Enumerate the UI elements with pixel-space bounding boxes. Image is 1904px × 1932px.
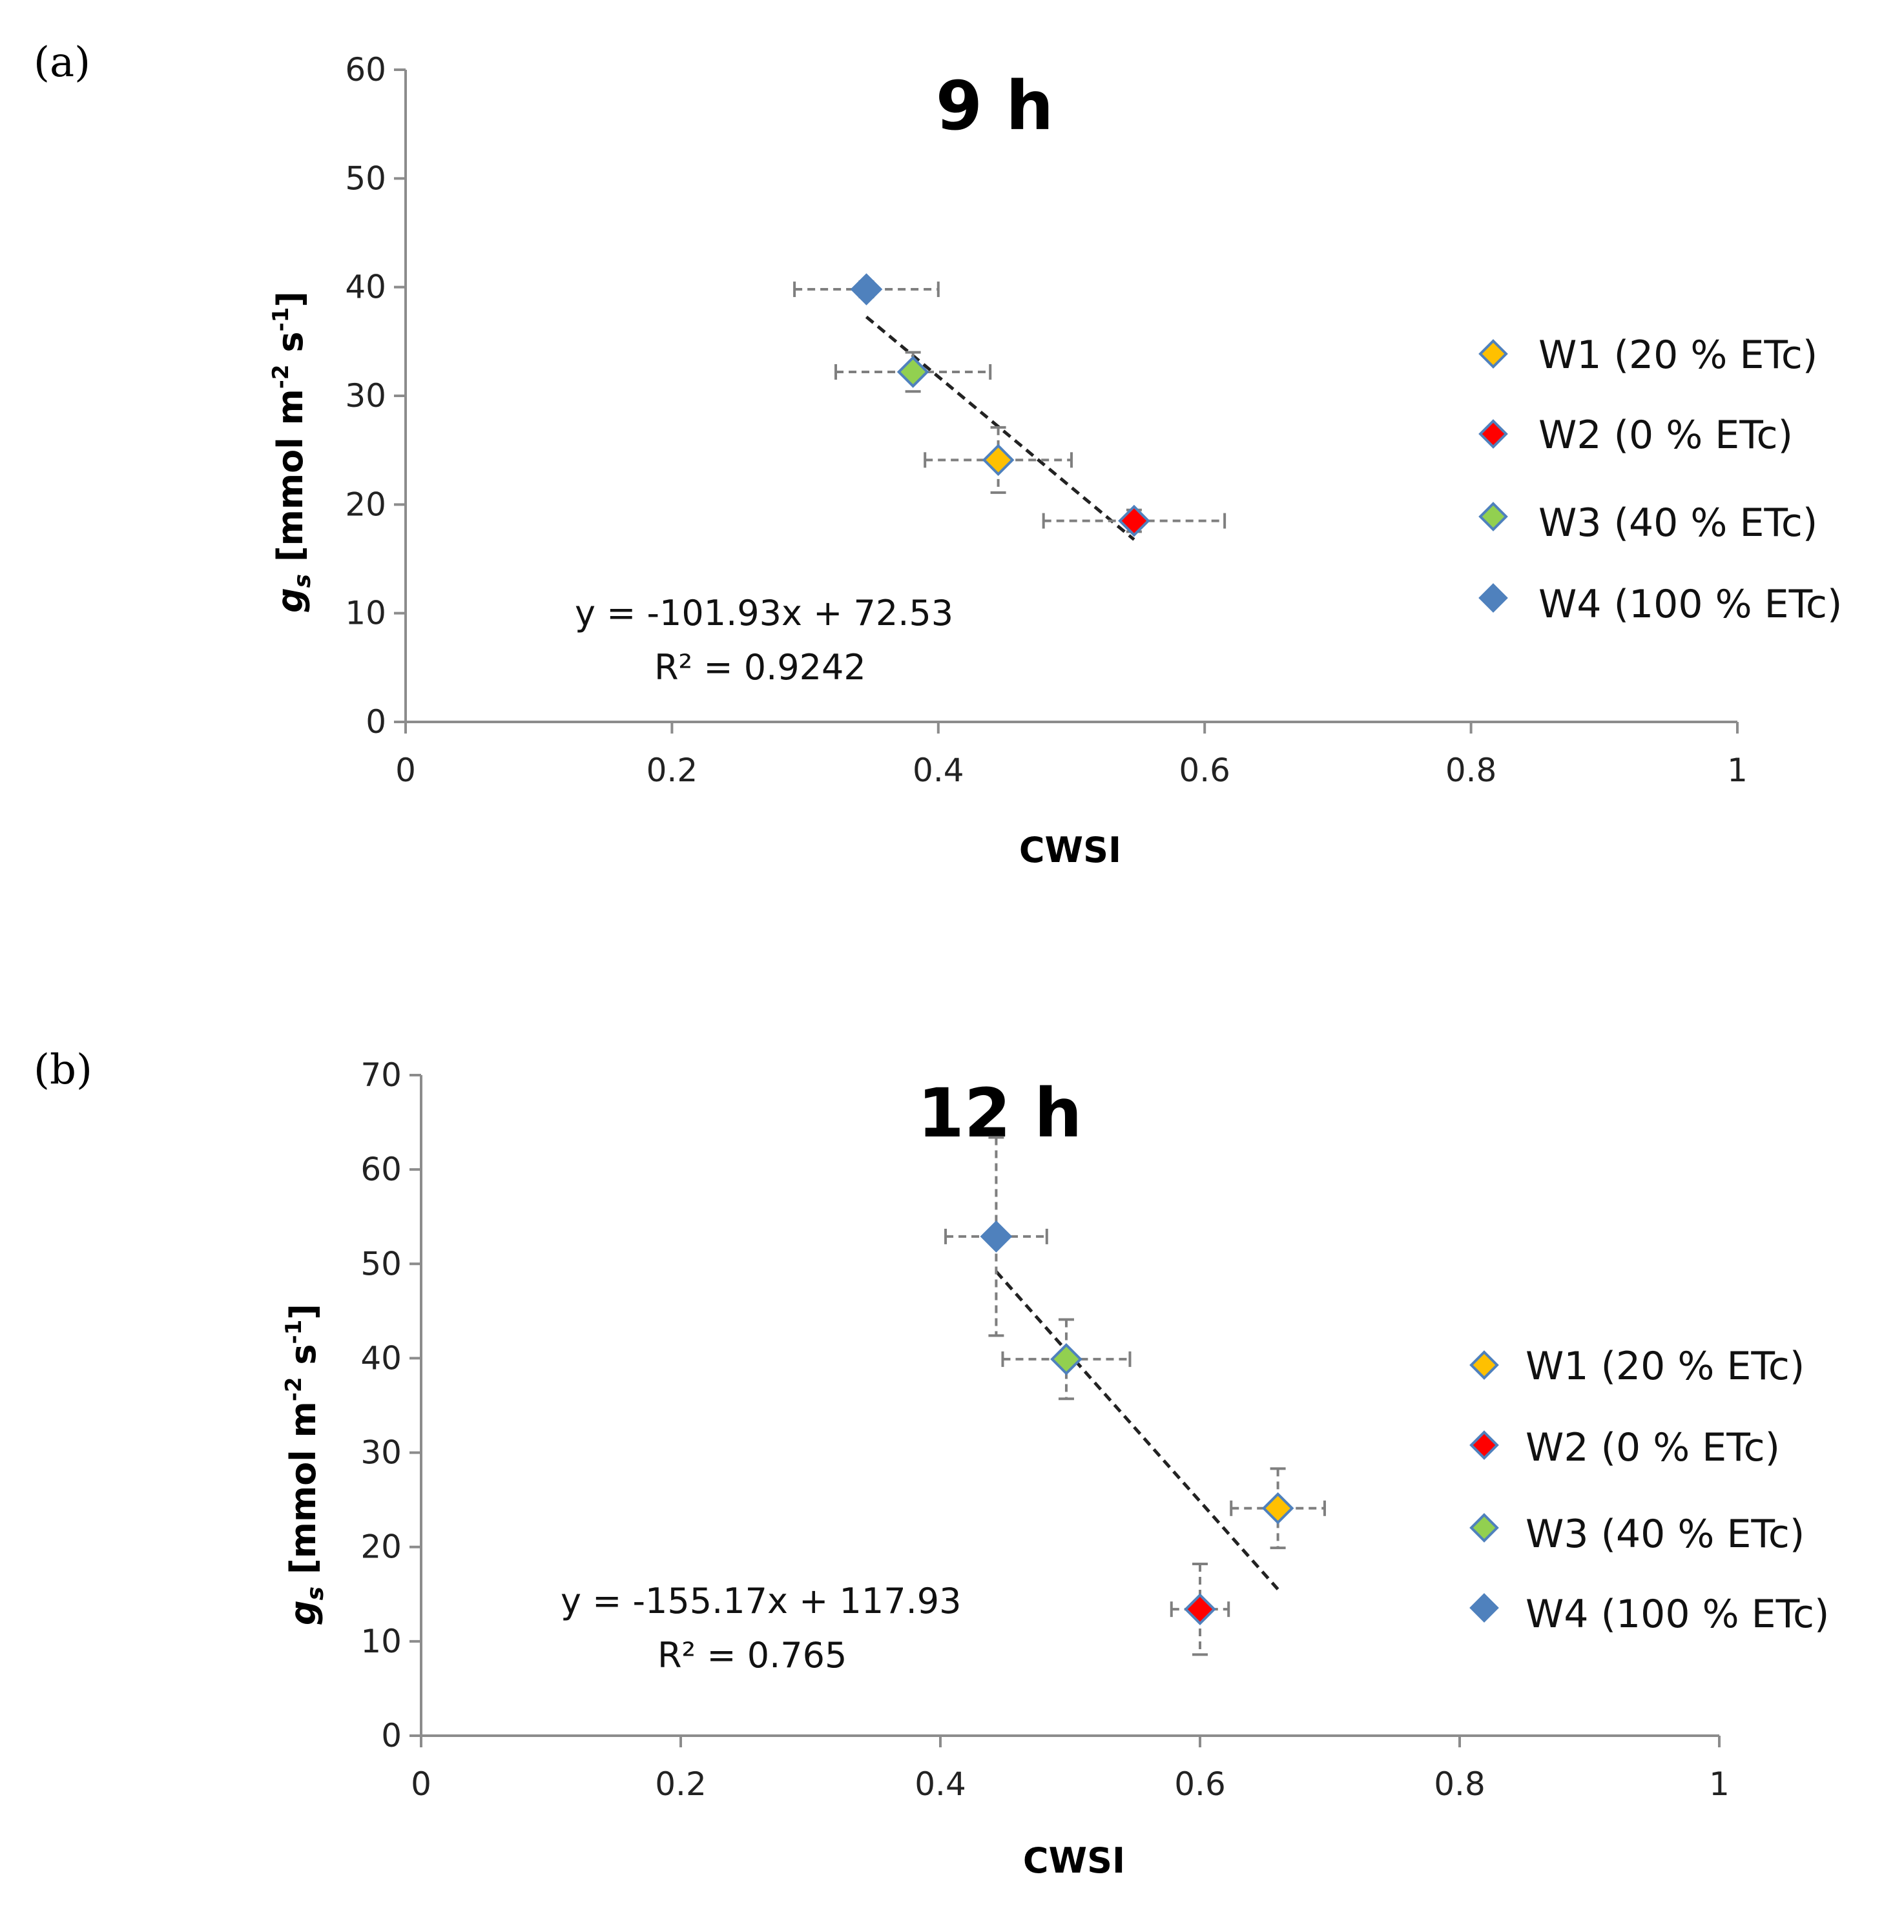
legend-marker [1469, 1513, 1499, 1543]
y-tick-label: 70 [360, 1056, 402, 1094]
legend-item: W2 (0 % ETc) [1469, 1425, 1780, 1470]
y-axis-title-mid: s [270, 331, 311, 364]
legend-item: W2 (0 % ETc) [1478, 413, 1793, 458]
y-tick-label: 40 [360, 1339, 402, 1377]
x-tick-label: 0.4 [915, 1765, 966, 1803]
y-tick-label: 50 [360, 1245, 402, 1282]
x-tick-label: 0.8 [1434, 1765, 1485, 1803]
legend-label: W1 (20 % ETc) [1526, 1344, 1805, 1389]
x-tick-label: 0.2 [655, 1765, 707, 1803]
y-axis-title-exp1: -2 [281, 1377, 307, 1401]
y-axis-title-exp2: -1 [268, 307, 294, 332]
y-tick-label: 0 [366, 703, 386, 741]
y-tick-label: 30 [360, 1434, 402, 1472]
legend-label: W4 (100 % ETc) [1526, 1592, 1829, 1637]
panel-b: (b) 12 h gs [mmol m-2 s-1] CWSI 01020304… [34, 1046, 1829, 1881]
x-tick-label: 0.6 [1179, 752, 1230, 789]
y-tick-label: 30 [345, 377, 386, 415]
panel-a: (a) 9 h gs [mmol m-2 s-1] CWSI 010203040… [34, 39, 1842, 870]
data-point [982, 444, 1015, 477]
y-axis-title-mid: s [283, 1344, 324, 1377]
data-point [980, 1220, 1013, 1253]
legend-item: W3 (40 % ETc) [1478, 500, 1817, 546]
trendline-equation: y = -101.93x + 72.53 [575, 593, 953, 633]
y-axis-title-main: g [270, 588, 311, 613]
trendline-r2: R² = 0.9242 [654, 647, 866, 688]
legend-marker [1478, 583, 1508, 613]
legend-marker [1469, 1430, 1499, 1460]
legend-label: W1 (20 % ETc) [1538, 333, 1817, 378]
data-point [896, 356, 929, 388]
trendline [865, 315, 1135, 541]
legend: W1 (20 % ETc) W2 (0 % ETc) W3 (40 % ETc)… [1469, 1344, 1829, 1637]
legend-marker [1478, 339, 1508, 369]
x-axis-title: CWSI [1023, 1840, 1125, 1881]
y-axis-title-end: ] [270, 291, 311, 307]
y-tick-label: 20 [345, 486, 386, 523]
trendline-r2: R² = 0.765 [657, 1635, 847, 1676]
plot-area: 0 10 20 30 40 50 60 70 0 0.2 0.4 0.6 0.8 1 [360, 1056, 1730, 1803]
y-tick-label: 60 [345, 51, 386, 88]
x-tick-label: 1 [1727, 752, 1748, 789]
y-axis-title-sub: s [302, 1587, 329, 1600]
legend-label: W3 (40 % ETc) [1538, 500, 1817, 546]
trendline-equation: y = -155.17x + 117.93 [561, 1581, 961, 1621]
data-point [850, 273, 883, 305]
legend-item: W1 (20 % ETc) [1478, 333, 1817, 378]
data-point [1050, 1343, 1082, 1375]
y-tick-label: 10 [360, 1623, 402, 1660]
svg-text:gs [mmol m-2 s-1]: gs [mmol m-2 s-1] [268, 291, 316, 613]
y-tick-label: 0 [381, 1717, 402, 1754]
y-axis-title-sub: s [289, 574, 316, 588]
x-tick-label: 0.4 [913, 752, 964, 789]
y-axis-title-rest: [mmol m [283, 1401, 324, 1587]
y-axis-title-rest: [mmol m [270, 389, 311, 574]
y-tick-label: 40 [345, 269, 386, 306]
chart-title: 9 h [936, 67, 1054, 145]
y-tick-label: 20 [360, 1528, 402, 1566]
x-axis-title: CWSI [1019, 830, 1121, 870]
legend-label: W2 (0 % ETc) [1538, 413, 1793, 458]
legend-item: W3 (40 % ETc) [1469, 1512, 1805, 1557]
svg-text:gs [mmol m-2 s-1]: gs [mmol m-2 s-1] [281, 1304, 329, 1625]
legend-marker [1469, 1593, 1499, 1623]
legend-marker [1478, 502, 1508, 531]
trendline [995, 1270, 1279, 1590]
x-tick-label: 0.2 [647, 752, 698, 789]
x-tick-label: 0 [411, 1765, 431, 1803]
legend: W1 (20 % ETc) W2 (0 % ETc) W3 (40 % ETc)… [1478, 333, 1842, 627]
legend-marker [1469, 1350, 1499, 1380]
x-tick-label: 0.8 [1445, 752, 1497, 789]
y-tick-label: 10 [345, 595, 386, 632]
legend-label: W3 (40 % ETc) [1526, 1512, 1805, 1557]
legend-item: W4 (100 % ETc) [1478, 582, 1842, 627]
y-axis-title: gs [mmol m-2 s-1] [281, 1304, 329, 1625]
chart-title: 12 h [918, 1074, 1082, 1153]
data-point [1184, 1593, 1216, 1625]
y-axis-title-end: ] [283, 1304, 324, 1320]
y-tick-label: 60 [360, 1151, 402, 1188]
y-axis-title-exp1: -2 [268, 364, 294, 389]
data-point [1261, 1492, 1294, 1525]
x-tick-label: 0.6 [1174, 1765, 1226, 1803]
panel-label: (a) [34, 39, 90, 87]
x-tick-label: 0 [395, 752, 416, 789]
legend-label: W2 (0 % ETc) [1526, 1425, 1780, 1470]
legend-marker [1478, 419, 1508, 449]
legend-item: W1 (20 % ETc) [1469, 1344, 1805, 1389]
legend-label: W4 (100 % ETc) [1538, 582, 1842, 627]
legend-item: W4 (100 % ETc) [1469, 1592, 1829, 1637]
data-point [1118, 504, 1150, 537]
y-tick-label: 50 [345, 159, 386, 197]
y-axis-title-exp2: -1 [281, 1320, 307, 1344]
panel-label: (b) [34, 1046, 92, 1094]
plot-area: 0 10 20 30 40 50 60 0 0.2 0.4 0.6 0.8 1 [345, 51, 1748, 789]
y-axis-title: gs [mmol m-2 s-1] [268, 291, 316, 613]
y-axis-title-main: g [283, 1600, 324, 1625]
x-tick-label: 1 [1709, 1765, 1730, 1803]
